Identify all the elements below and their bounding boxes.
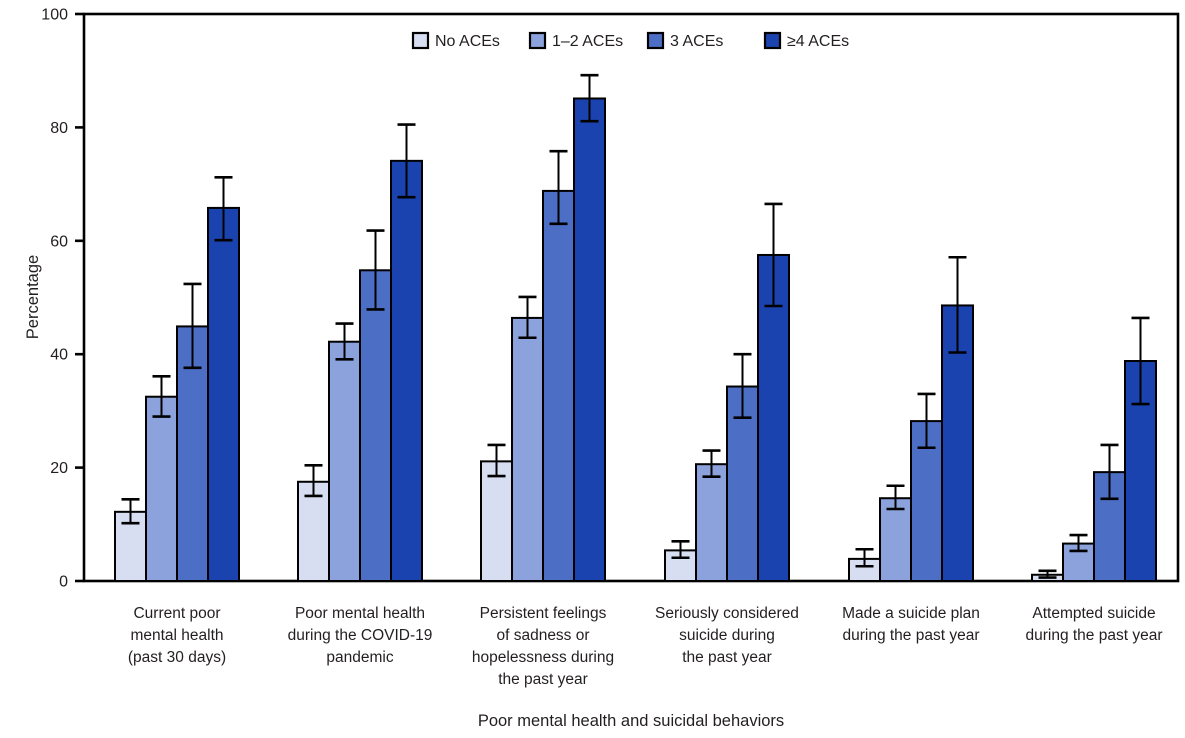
x-axis-title: Poor mental health and suicidal behavior… bbox=[478, 712, 784, 730]
category-label-line: during the past year bbox=[842, 627, 979, 644]
y-tick-label: 80 bbox=[50, 120, 68, 137]
bar bbox=[511, 316, 544, 582]
legend-swatch bbox=[763, 31, 782, 50]
category-label-line: Seriously considered bbox=[655, 605, 799, 622]
legend-swatch bbox=[528, 31, 547, 50]
bar bbox=[145, 395, 178, 582]
bar bbox=[328, 340, 361, 583]
category-label-line: suicide during bbox=[679, 627, 775, 644]
category-label-line: Current poor bbox=[133, 605, 220, 622]
legend-label: No ACEs bbox=[435, 33, 500, 50]
category-label-line: Poor mental health bbox=[295, 605, 425, 622]
legend-swatch bbox=[411, 31, 430, 50]
category-label-line: pandemic bbox=[326, 649, 393, 666]
bar bbox=[542, 189, 575, 583]
y-tick-label: 0 bbox=[59, 574, 68, 591]
y-tick-label: 40 bbox=[50, 347, 68, 364]
y-tick-label: 100 bbox=[41, 7, 68, 24]
bar bbox=[390, 159, 423, 582]
category-label-line: during the past year bbox=[1025, 627, 1162, 644]
legend-swatch bbox=[646, 31, 665, 50]
bar bbox=[757, 253, 790, 582]
legend-label: ≥4 ACEs bbox=[787, 33, 849, 50]
category-label-line: the past year bbox=[682, 649, 772, 666]
bar bbox=[879, 497, 912, 582]
y-axis-title: Percentage bbox=[24, 255, 42, 339]
category-label-line: mental health bbox=[130, 627, 223, 644]
bar bbox=[573, 97, 606, 582]
category-label-line: (past 30 days) bbox=[128, 649, 226, 666]
category-label-line: Persistent feelings bbox=[480, 605, 607, 622]
category-label-line: Made a suicide plan bbox=[842, 605, 980, 622]
bar bbox=[695, 463, 728, 582]
y-tick-label: 20 bbox=[50, 460, 68, 477]
category-label-line: Attempted suicide bbox=[1032, 605, 1155, 622]
y-tick-label: 60 bbox=[50, 233, 68, 250]
category-label-line: hopelessness during bbox=[472, 649, 614, 666]
legend-label: 1–2 ACEs bbox=[552, 33, 623, 50]
plot-frame bbox=[82, 12, 1180, 583]
bar bbox=[207, 206, 240, 582]
legend-label: 3 ACEs bbox=[670, 33, 723, 50]
category-label-line: of sadness or bbox=[496, 627, 589, 644]
bar bbox=[480, 460, 513, 583]
category-label-line: the past year bbox=[498, 671, 588, 688]
category-label-line: during the COVID-19 bbox=[288, 627, 433, 644]
bar bbox=[359, 269, 392, 582]
